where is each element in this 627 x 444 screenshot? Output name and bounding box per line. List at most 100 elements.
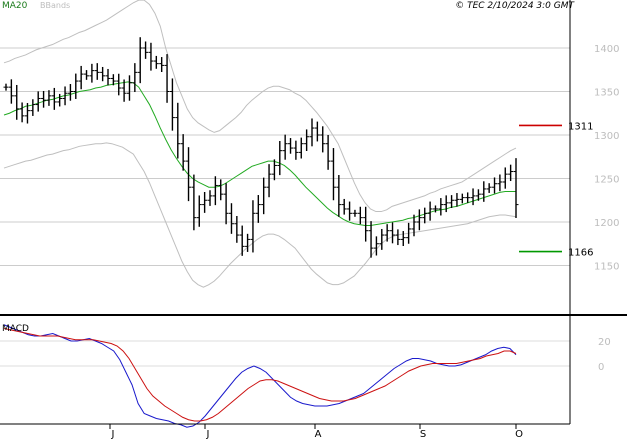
axis-labels: 1400 1350 1300 1250 1200 1150 20 0 J J A S O (109, 44, 619, 440)
price-bar (443, 195, 449, 213)
price-bar (406, 222, 412, 244)
price-bar (51, 87, 57, 110)
price-bar (35, 91, 41, 112)
price-bar (411, 214, 417, 237)
price-bar (475, 189, 481, 201)
price-bar (169, 78, 175, 131)
price-bar (454, 193, 460, 207)
price-bar (384, 224, 390, 242)
price-bar (218, 179, 224, 201)
price-bar (277, 141, 283, 176)
price-bar (24, 102, 30, 124)
price-bar (137, 37, 143, 84)
price-bar (288, 138, 294, 154)
price-bar (223, 183, 229, 225)
price-bar (8, 79, 14, 104)
price-bar (422, 207, 428, 224)
price-bar (486, 183, 492, 193)
price-bar (255, 195, 261, 223)
price-bar (298, 137, 304, 159)
price-bar (19, 102, 25, 123)
bband-upper-line (3, 0, 517, 213)
x-tick-label: J (206, 429, 210, 440)
y-tick-label: 1250 (594, 175, 619, 186)
price-bar (164, 54, 170, 103)
price-bar (84, 70, 90, 80)
price-bar (513, 158, 519, 218)
price-bar (304, 129, 310, 152)
macd-line (3, 324, 517, 428)
signal-line (3, 328, 517, 422)
price-bar (175, 102, 181, 159)
price-bar (116, 73, 122, 96)
price-bar (14, 84, 20, 120)
price-bar (341, 198, 347, 215)
price-bar (357, 206, 363, 225)
price-bar (502, 167, 508, 189)
bbands-legend: BBands (40, 1, 70, 10)
price-bar (132, 63, 138, 93)
price-bar (481, 181, 487, 202)
price-bar (492, 177, 498, 194)
price-bar (57, 93, 63, 107)
price-bar (67, 84, 73, 101)
x-tick-label: O (515, 429, 523, 440)
macd-panel (0, 324, 570, 428)
price-bar (416, 209, 422, 231)
price-bar (100, 66, 106, 82)
price-bar (159, 57, 165, 73)
price-bar (212, 176, 218, 206)
price-levels: 1311 1166 (519, 121, 593, 259)
price-bar (465, 192, 471, 203)
bband-lower-line (3, 142, 517, 288)
x-tick-label: S (420, 429, 426, 440)
price-bar (62, 86, 68, 106)
price-bar (153, 55, 159, 69)
price-level-label: 1311 (568, 121, 593, 132)
price-bar (352, 209, 358, 217)
price-bar (78, 65, 84, 90)
price-bars (3, 37, 519, 258)
ma20-legend: MA20 (2, 1, 28, 11)
price-bar (207, 190, 213, 206)
price-bar (94, 63, 100, 80)
price-bar (30, 99, 36, 116)
price-bar (89, 63, 95, 83)
price-bar (266, 164, 272, 198)
price-bar (3, 83, 9, 91)
price-bar (390, 222, 396, 244)
price-bar (508, 164, 514, 182)
price-bar (330, 148, 336, 201)
price-bar (347, 201, 353, 221)
price-bar (46, 90, 52, 106)
price-bar (314, 121, 320, 142)
price-bar (400, 231, 406, 247)
y-tick-label: 1300 (594, 131, 619, 142)
x-tick-label: J (111, 429, 115, 440)
y-tick-label: 1150 (594, 262, 619, 273)
price-level-label: 1166 (568, 248, 593, 259)
price-bar (373, 236, 379, 256)
ma20-line (3, 81, 516, 226)
bollinger-bands (3, 0, 517, 288)
price-bar (309, 118, 315, 147)
price-bar (148, 42, 154, 71)
price-bar (432, 205, 438, 213)
price-bar (497, 174, 503, 192)
price-bar (245, 233, 251, 252)
x-tick-label: A (315, 429, 322, 440)
price-bar (250, 200, 256, 253)
price-bar (395, 229, 401, 246)
macd-title: MACD (2, 324, 29, 334)
panel-frames (0, 0, 627, 425)
price-bar (438, 198, 444, 216)
price-bar (293, 140, 299, 160)
price-bar (191, 174, 197, 231)
price-bar (180, 134, 186, 171)
ma20-polyline (3, 81, 516, 226)
price-bar (282, 134, 288, 160)
price-bar (41, 90, 47, 108)
price-bar (202, 191, 208, 213)
y-tick-label: 1200 (594, 218, 619, 229)
